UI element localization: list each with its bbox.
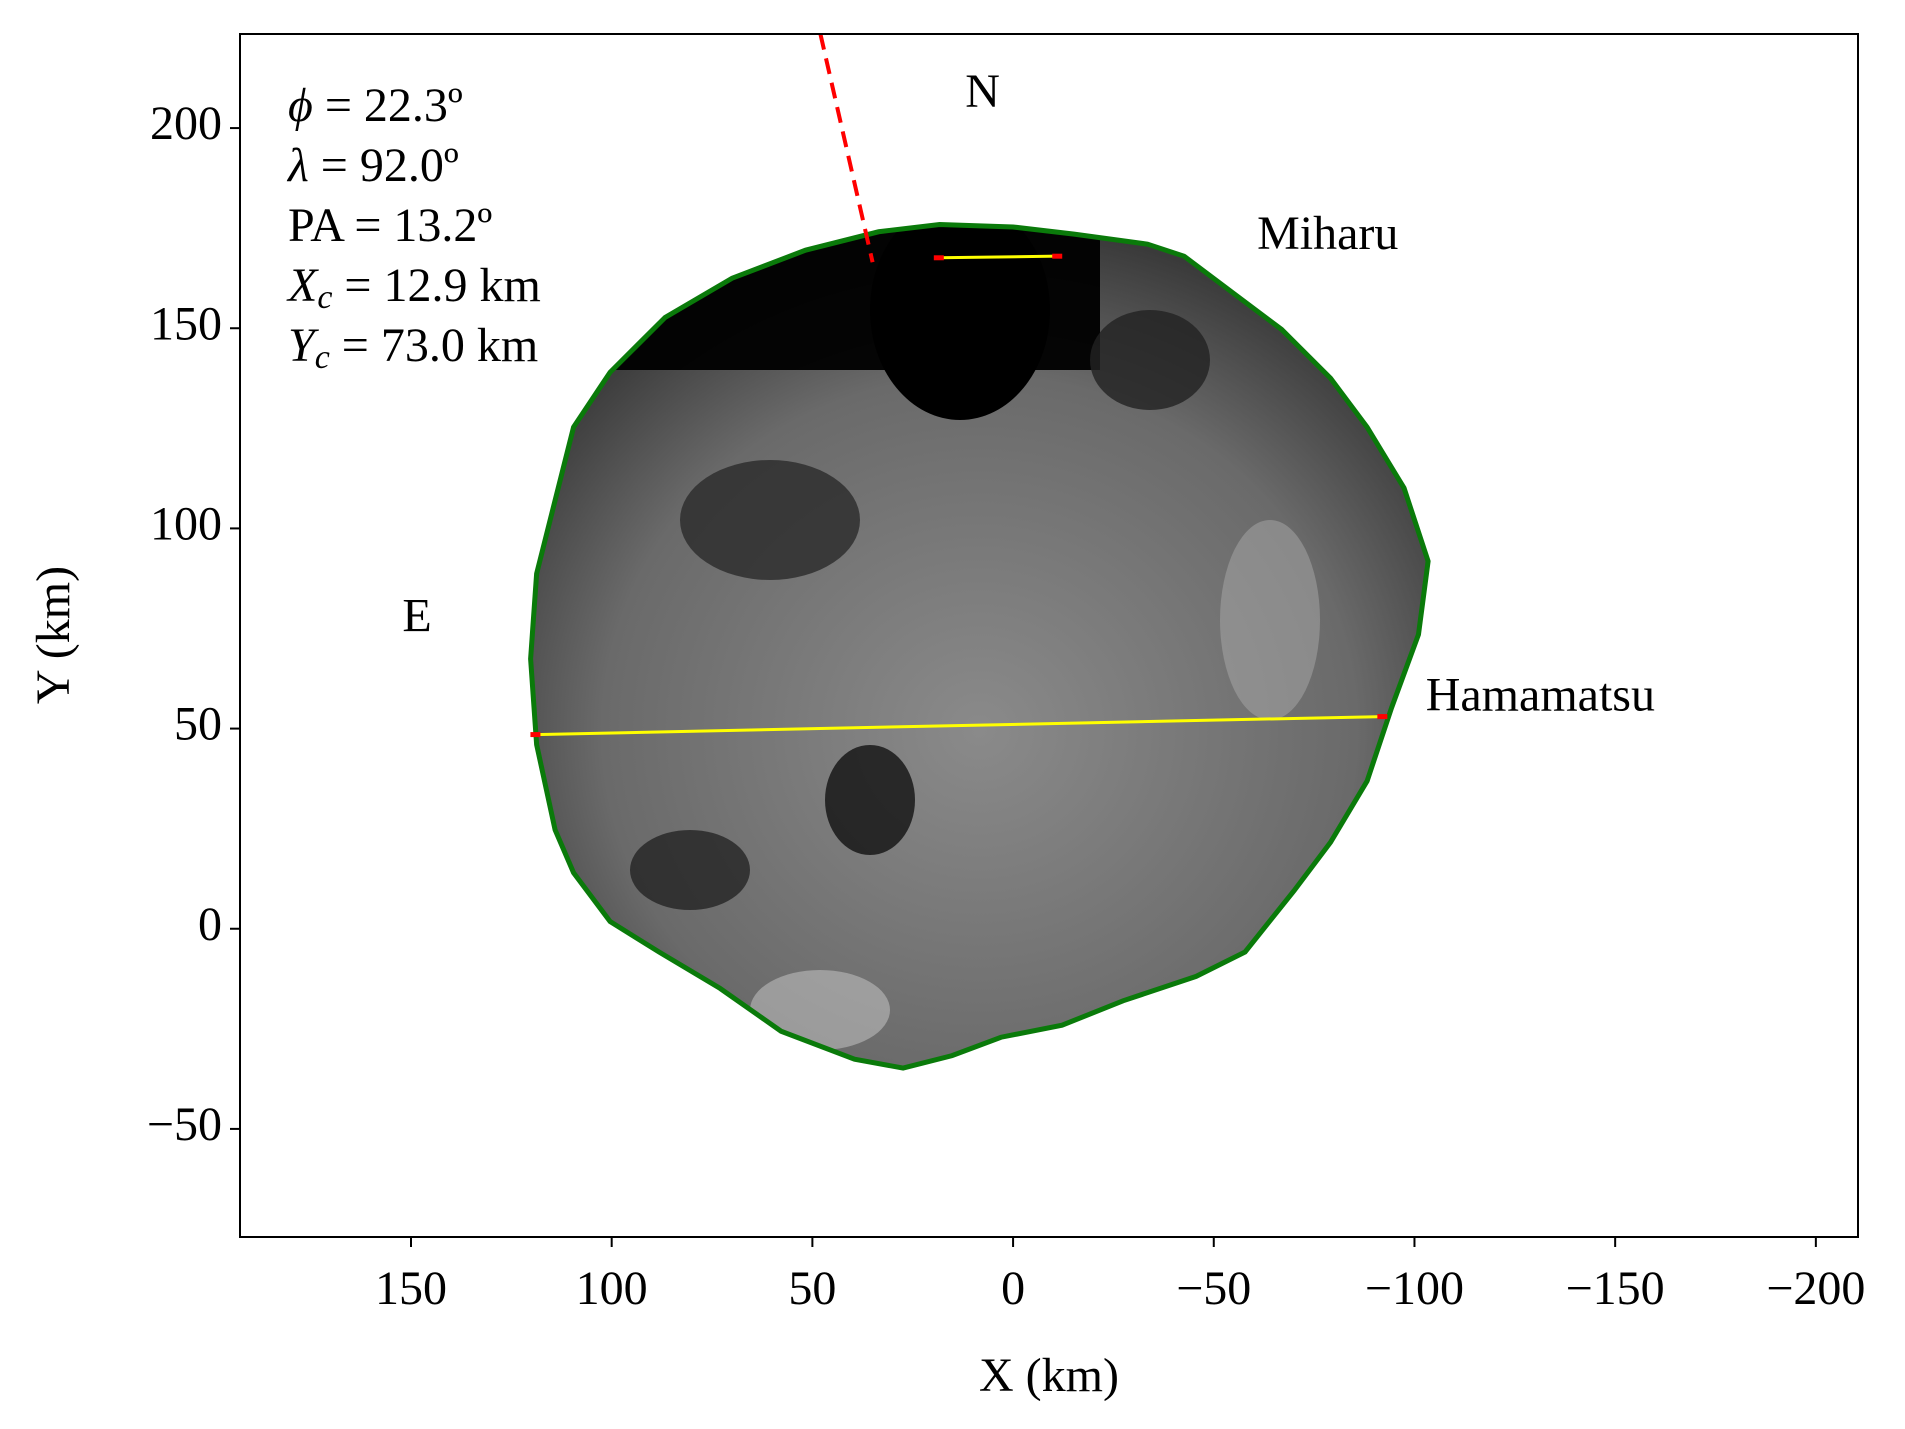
y-tick-label: −50 — [147, 1098, 222, 1151]
x-tick-label: −50 — [1176, 1262, 1251, 1315]
y-tick-label: 0 — [198, 898, 222, 951]
parameter-annotation: ϕ = 22.3º — [288, 79, 463, 132]
y-tick-label: 50 — [174, 698, 222, 751]
x-tick-label: 50 — [788, 1262, 836, 1315]
direction-label: N — [965, 65, 1000, 118]
parameter-symbol: λ — [286, 139, 309, 192]
parameter-subscript: c — [317, 279, 332, 316]
x-tick-label: 0 — [1001, 1262, 1025, 1315]
x-axis-label: X (km) — [979, 1349, 1119, 1402]
crater — [825, 745, 915, 855]
crater — [1220, 520, 1320, 720]
parameter-value: = 73.0 km — [330, 319, 538, 372]
parameter-value: = 13.2º — [342, 199, 492, 252]
x-tick-label: −150 — [1566, 1262, 1665, 1315]
asteroid-outline — [528, 222, 1431, 1071]
parameter-symbol: Y — [288, 319, 319, 372]
chord — [535, 715, 1383, 737]
chord — [938, 254, 1058, 260]
axes-frame — [239, 33, 1859, 1238]
parameter-value: = 22.3º — [313, 79, 463, 132]
chord-label: Hamamatsu — [1426, 668, 1655, 721]
y-tick-label: 200 — [150, 97, 222, 150]
y-tick-label: 100 — [150, 497, 222, 550]
parameter-subscript: c — [315, 339, 330, 376]
parameter-symbol: X — [286, 259, 319, 312]
chord-label: Miharu — [1257, 207, 1398, 260]
shadow — [870, 224, 1050, 420]
parameter-annotation: Xc = 12.9 km — [286, 259, 541, 316]
crater — [680, 460, 860, 580]
parameter-annotation: Yc = 73.0 km — [288, 319, 538, 376]
asteroid-surface — [530, 224, 1429, 1069]
x-tick-label: −200 — [1766, 1262, 1865, 1315]
x-tick-label: −100 — [1365, 1262, 1464, 1315]
parameter-annotation: PA = 13.2º — [288, 199, 492, 252]
direction-label: E — [402, 590, 431, 643]
parameter-symbol: PA — [288, 199, 345, 252]
x-tick-label: 150 — [375, 1262, 447, 1315]
y-axis-label: Y (km) — [27, 566, 80, 704]
north-direction — [818, 33, 875, 263]
highlight — [750, 970, 890, 1050]
parameter-value: = 92.0º — [309, 139, 459, 192]
parameter-annotation: λ = 92.0º — [286, 139, 459, 192]
x-tick-label: 100 — [576, 1262, 648, 1315]
parameter-value: = 12.9 km — [332, 259, 540, 312]
parameter-symbol: ϕ — [288, 79, 313, 132]
crater — [630, 830, 750, 910]
y-tick-label: 150 — [150, 297, 222, 350]
crater — [1090, 310, 1210, 410]
